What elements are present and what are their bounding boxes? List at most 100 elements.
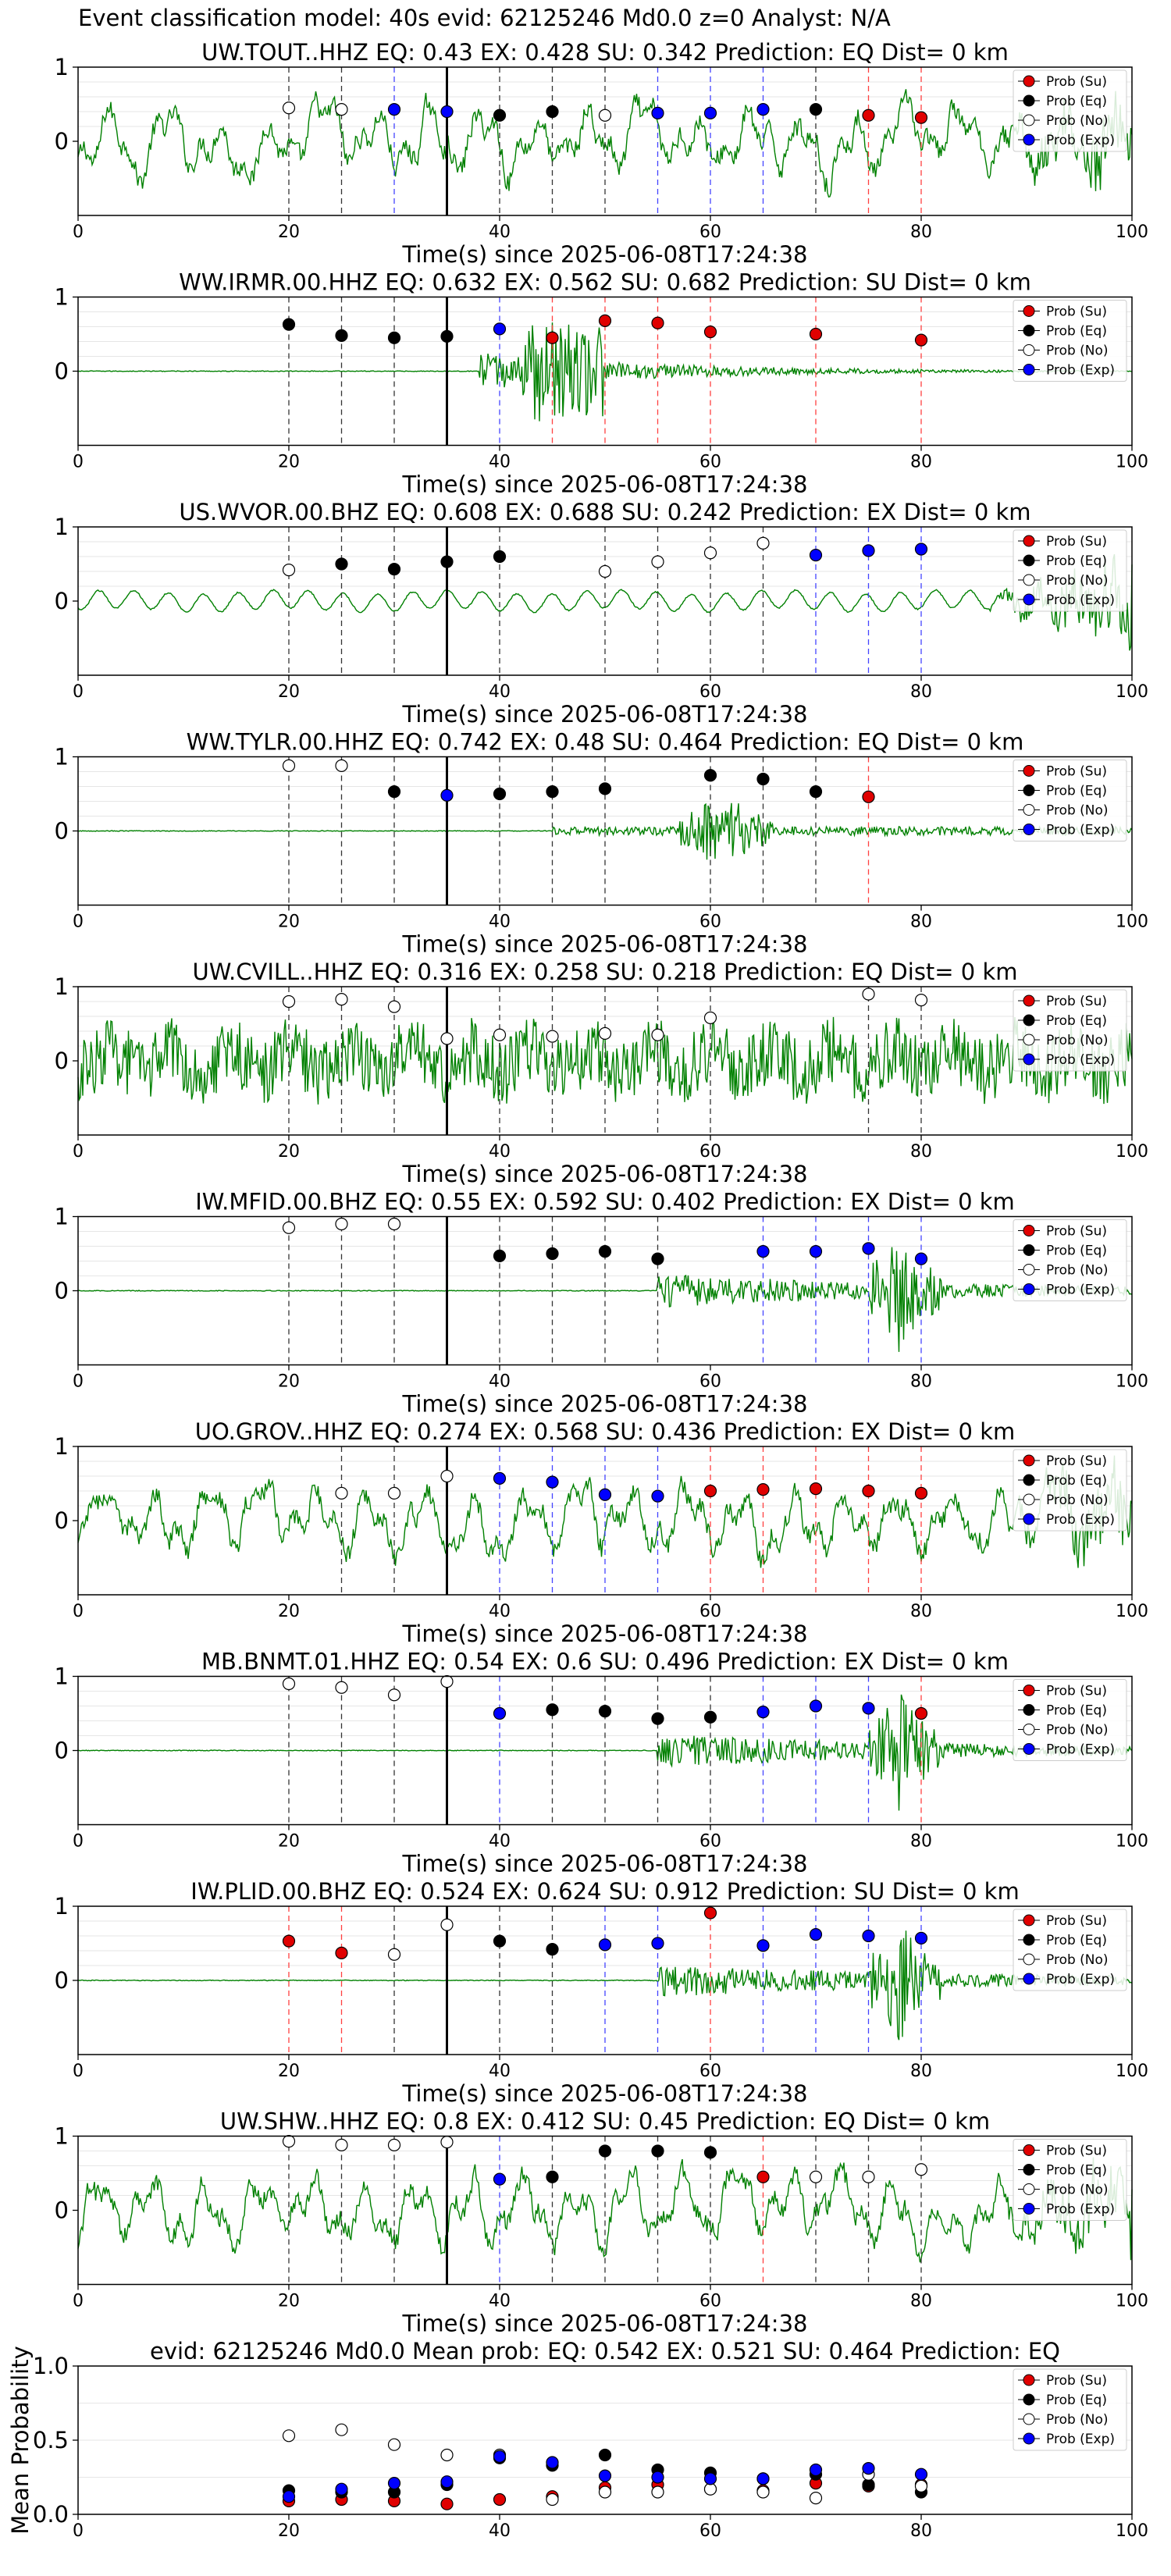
legend-label-exp: Prob (Exp)	[1046, 592, 1115, 608]
legend-label-no: Prob (No)	[1046, 113, 1109, 129]
x-tick-label: 0	[73, 1602, 84, 1621]
prob-marker-no	[440, 1032, 454, 1045]
prob-marker-eq	[546, 1703, 559, 1717]
prob-marker-no	[914, 993, 928, 1007]
legend-label-su: Prob (Su)	[1046, 2144, 1107, 2159]
prob-marker-eq	[703, 769, 717, 782]
legend-marker-eq	[1023, 554, 1035, 567]
legend-marker-no	[1023, 804, 1035, 816]
prob-marker-no	[387, 2138, 401, 2151]
legend-label-exp: Prob (Exp)	[1046, 133, 1115, 148]
mean-marker-exp	[651, 2471, 664, 2484]
prob-marker-exp	[440, 105, 454, 119]
waveform-trace	[77, 1930, 1133, 2041]
prob-marker-eq	[440, 329, 454, 343]
legend-marker-su	[1023, 1914, 1035, 1927]
x-tick-label: 100	[1116, 453, 1148, 472]
legend-label-no: Prob (No)	[1046, 2183, 1109, 2198]
prob-marker-su	[914, 333, 928, 347]
mean-marker-exp	[387, 2477, 401, 2490]
legend-label-exp: Prob (Exp)	[1046, 1283, 1115, 1298]
subplot-6: IW.MFID.00.BHZ EQ: 0.55 EX: 0.592 SU: 0.…	[55, 1189, 1148, 1418]
legend-marker-su	[1023, 994, 1035, 1007]
prob-marker-no	[862, 987, 875, 1001]
prob-marker-no	[282, 563, 296, 577]
legend-label-no: Prob (No)	[1046, 803, 1109, 819]
mean-marker-exp	[862, 2462, 875, 2475]
legend-marker-no	[1023, 1264, 1035, 1276]
prob-marker-eq	[546, 105, 559, 119]
prob-marker-no	[335, 2138, 348, 2151]
prob-marker-eq	[387, 785, 401, 799]
x-tick-label: 80	[910, 682, 932, 702]
subplot-7: UO.GROV..HHZ EQ: 0.274 EX: 0.568 SU: 0.4…	[55, 1418, 1148, 1647]
x-tick-label: 100	[1116, 1602, 1148, 1621]
prob-marker-exp	[756, 1245, 770, 1258]
x-tick-label: 60	[699, 2062, 721, 2081]
x-axis-label: Time(s) since 2025-06-08T17:24:38	[402, 701, 808, 728]
legend-marker-eq	[1023, 1474, 1035, 1486]
x-tick-label: 20	[278, 2292, 300, 2311]
prob-marker-no	[651, 1028, 664, 1041]
x-tick-label: 20	[278, 913, 300, 932]
prob-marker-exp	[809, 548, 823, 562]
legend-label-eq: Prob (Eq)	[1046, 2393, 1107, 2408]
legend-label-su: Prob (Su)	[1046, 1913, 1107, 1929]
subplot-title: MB.BNMT.01.HHZ EQ: 0.54 EX: 0.6 SU: 0.49…	[201, 1649, 1009, 1675]
x-tick-label: 20	[278, 1602, 300, 1621]
legend-label-eq: Prob (Eq)	[1046, 1933, 1107, 1948]
prob-marker-no	[598, 564, 612, 578]
prob-marker-eq	[756, 772, 770, 786]
y-tick-label: 0	[55, 2197, 69, 2224]
prob-marker-su	[756, 2170, 770, 2183]
subplot-4: WW.TYLR.00.HHZ EQ: 0.742 EX: 0.48 SU: 0.…	[55, 729, 1148, 958]
prob-marker-exp	[493, 322, 507, 336]
legend-label-eq: Prob (Eq)	[1046, 1703, 1107, 1719]
x-tick-label: 20	[278, 1832, 300, 1852]
mean-marker-eq	[598, 2448, 612, 2462]
legend-marker-exp	[1023, 1053, 1035, 1066]
prob-marker-exp	[651, 106, 664, 119]
x-tick-label: 100	[1116, 682, 1148, 702]
legend-label-exp: Prob (Exp)	[1046, 1742, 1115, 1758]
prob-marker-no	[440, 1469, 454, 1483]
x-tick-label: 100	[1116, 222, 1148, 242]
legend-label-no: Prob (No)	[1046, 573, 1109, 589]
x-tick-label: 20	[278, 1142, 300, 1162]
prob-marker-su	[809, 327, 823, 341]
prob-marker-eq	[651, 1252, 664, 1265]
prob-marker-no	[282, 101, 296, 115]
prob-marker-eq	[493, 1249, 507, 1262]
subplot-title: UO.GROV..HHZ EQ: 0.274 EX: 0.568 SU: 0.4…	[195, 1418, 1016, 1445]
x-tick-label: 100	[1116, 913, 1148, 932]
x-tick-label: 60	[699, 2292, 721, 2311]
prob-marker-eq	[493, 550, 507, 564]
x-tick-label: 100	[1116, 1372, 1148, 1392]
prob-marker-eq	[282, 318, 296, 331]
x-tick-label: 40	[489, 682, 511, 702]
subplot-title: UW.SHW..HHZ EQ: 0.8 EX: 0.412 SU: 0.45 P…	[220, 2108, 990, 2135]
legend-box	[1013, 1909, 1127, 1991]
prob-marker-no	[440, 1675, 454, 1688]
legend-marker-eq	[1023, 1244, 1035, 1256]
legend-box	[1013, 989, 1127, 1072]
x-tick-label: 80	[910, 1832, 932, 1852]
prob-marker-exp	[546, 1475, 559, 1489]
x-tick-label: 100	[1116, 2292, 1148, 2311]
prob-marker-no	[914, 2163, 928, 2176]
prob-marker-exp	[493, 2172, 507, 2186]
x-tick-label: 40	[489, 913, 511, 932]
prob-marker-no	[387, 1688, 401, 1702]
x-tick-label: 0	[73, 913, 84, 932]
x-axis-label: Time(s) since 2025-06-08T17:24:38	[402, 471, 808, 498]
prob-marker-no	[809, 2170, 823, 2183]
x-tick-label: 80	[910, 222, 932, 242]
legend-box	[1013, 760, 1127, 841]
x-tick-label: 80	[910, 1142, 932, 1162]
y-tick-label: 0	[55, 1738, 69, 1764]
legend-marker-exp	[1023, 1283, 1035, 1295]
legend-label-eq: Prob (Eq)	[1046, 1013, 1107, 1029]
prob-marker-no	[282, 1221, 296, 1234]
mean-marker-no	[598, 2485, 612, 2499]
waveform-trace	[77, 2157, 1133, 2263]
